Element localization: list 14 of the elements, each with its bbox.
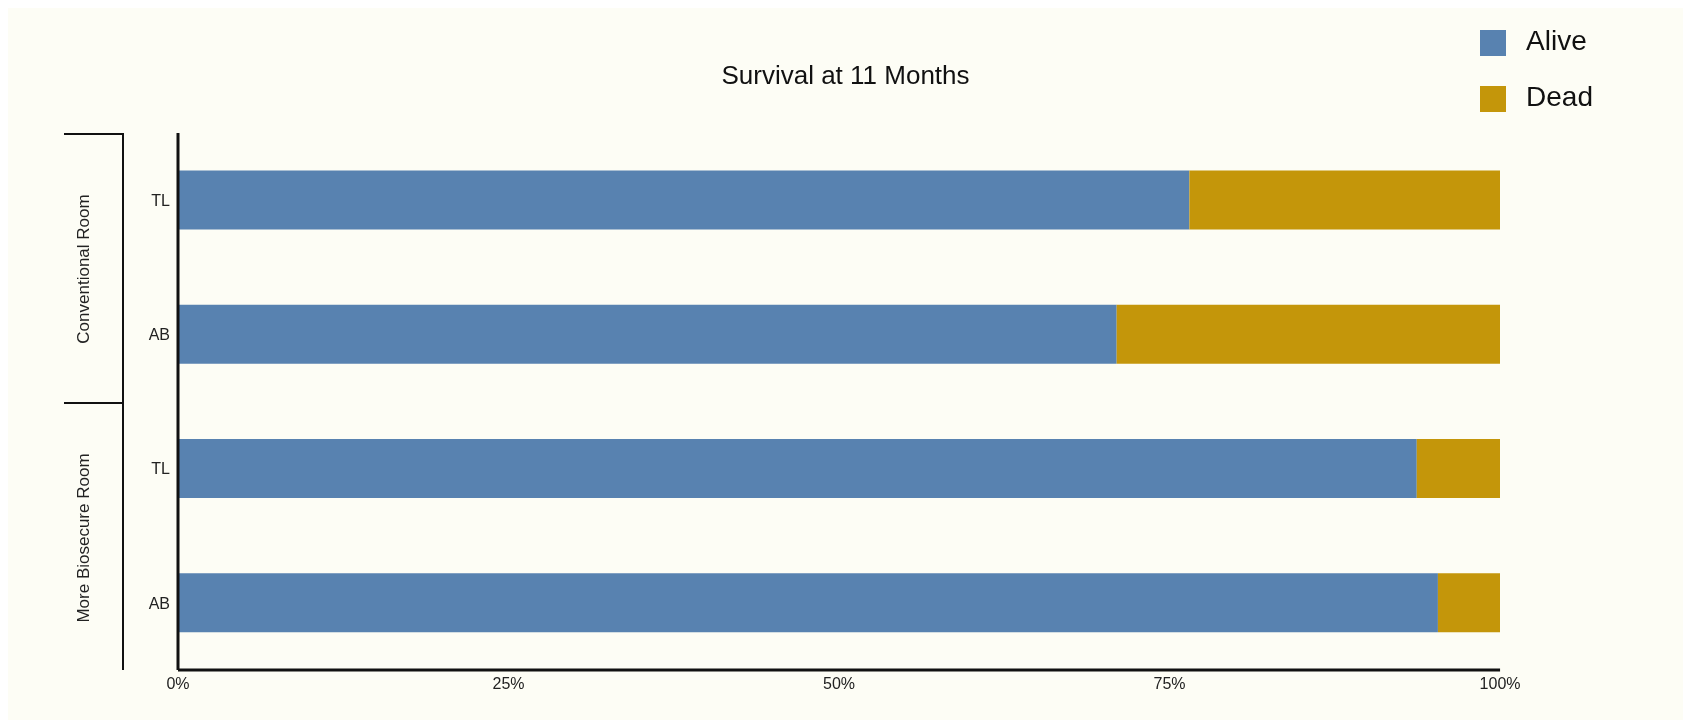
x-tick-label: 75% bbox=[1153, 675, 1186, 693]
y-tick-label: TL bbox=[151, 460, 171, 478]
x-tick-label: 100% bbox=[1479, 675, 1521, 693]
legend-label: Dead bbox=[1526, 81, 1593, 112]
legend-label: Alive bbox=[1526, 25, 1587, 56]
text: Conventional Room bbox=[74, 194, 94, 344]
y-tick-label: AB bbox=[148, 326, 170, 344]
x-tick-label: 25% bbox=[492, 675, 525, 693]
chart-title: Survival at 11 Months bbox=[721, 60, 970, 90]
y-tick-label: TL bbox=[151, 191, 171, 209]
y-tick-label: AB bbox=[148, 594, 170, 612]
x-tick-label: 50% bbox=[823, 675, 856, 693]
text: More Biosecure Room bbox=[74, 453, 94, 623]
x-tick-label: 0% bbox=[166, 675, 190, 693]
